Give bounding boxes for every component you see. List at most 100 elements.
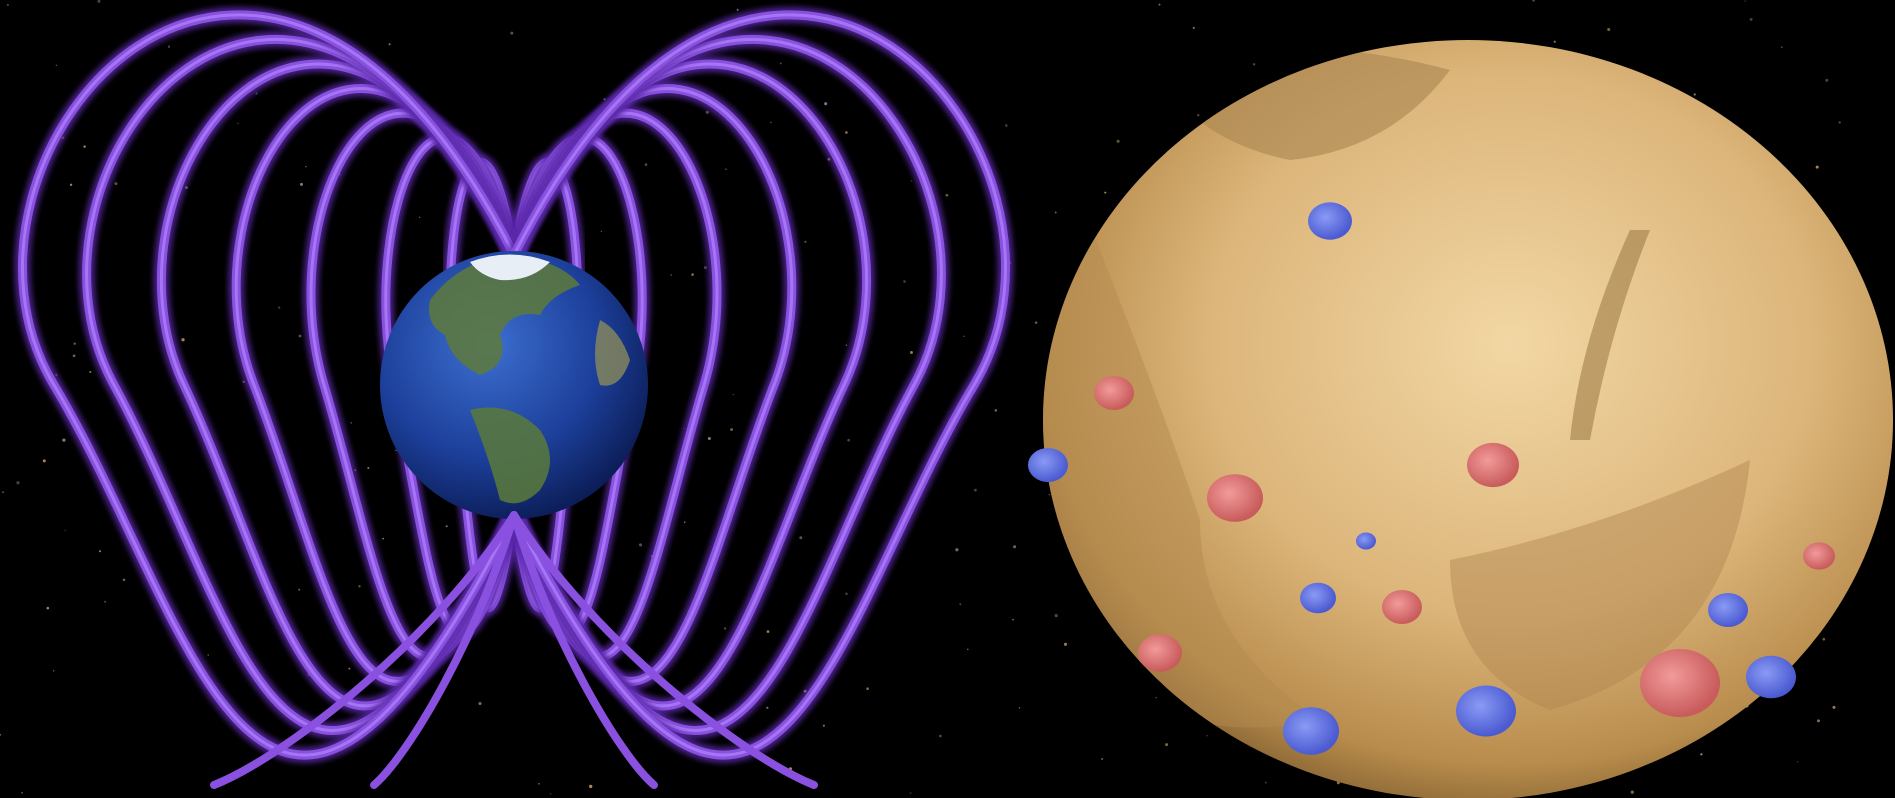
blue-anomaly bbox=[1300, 582, 1336, 614]
star bbox=[603, 98, 606, 101]
star bbox=[97, 0, 101, 3]
star bbox=[1101, 757, 1104, 760]
star bbox=[910, 351, 913, 354]
star bbox=[1744, 0, 1746, 2]
star bbox=[1116, 139, 1120, 143]
star bbox=[730, 428, 734, 431]
star bbox=[6, 3, 9, 6]
star bbox=[237, 122, 239, 125]
star bbox=[732, 393, 735, 396]
star bbox=[1034, 321, 1038, 324]
field-line-highlight bbox=[512, 87, 794, 683]
field-line-highlight bbox=[85, 38, 516, 733]
star bbox=[955, 548, 959, 552]
star bbox=[939, 734, 942, 738]
continent bbox=[595, 320, 630, 386]
field-line-highlight bbox=[159, 62, 516, 708]
star bbox=[766, 630, 770, 633]
star bbox=[1749, 17, 1753, 21]
field-line-highlight bbox=[512, 13, 1007, 757]
star bbox=[69, 183, 73, 186]
star bbox=[1532, 0, 1535, 2]
star bbox=[1553, 40, 1556, 43]
star bbox=[114, 182, 118, 186]
star bbox=[298, 588, 301, 591]
star bbox=[799, 536, 803, 540]
star bbox=[1005, 124, 1008, 127]
star bbox=[1018, 707, 1021, 709]
star bbox=[1700, 753, 1703, 756]
blue-anomaly bbox=[1746, 655, 1796, 699]
star bbox=[1165, 743, 1169, 747]
star bbox=[1206, 735, 1208, 737]
star bbox=[824, 102, 828, 106]
blue-anomaly bbox=[1708, 593, 1748, 627]
star bbox=[1054, 613, 1058, 618]
blue-anomaly bbox=[1283, 707, 1339, 755]
star bbox=[725, 168, 727, 170]
dark-region bbox=[1450, 460, 1750, 710]
star bbox=[305, 165, 307, 168]
star bbox=[73, 342, 76, 345]
star bbox=[388, 43, 391, 46]
star bbox=[72, 354, 76, 358]
red-anomaly bbox=[1640, 649, 1720, 717]
star bbox=[21, 791, 23, 794]
red-anomaly bbox=[1382, 590, 1422, 624]
star bbox=[1197, 114, 1200, 117]
star bbox=[644, 163, 648, 166]
star bbox=[994, 409, 998, 412]
star bbox=[181, 338, 185, 342]
star bbox=[638, 543, 643, 547]
blue-anomaly bbox=[1356, 532, 1376, 550]
star bbox=[963, 335, 966, 338]
magnetic-field-front bbox=[210, 511, 818, 789]
star bbox=[89, 370, 92, 374]
star bbox=[1155, 696, 1157, 699]
star bbox=[46, 606, 50, 610]
star bbox=[945, 193, 949, 197]
star bbox=[910, 180, 913, 182]
star bbox=[1838, 121, 1841, 124]
star bbox=[903, 280, 906, 283]
star bbox=[104, 600, 107, 603]
field-line bbox=[510, 511, 658, 789]
star bbox=[723, 627, 727, 630]
star bbox=[16, 481, 20, 485]
star bbox=[866, 687, 869, 690]
star bbox=[845, 344, 848, 346]
star bbox=[670, 274, 673, 276]
red-anomaly bbox=[1094, 376, 1134, 410]
star bbox=[510, 31, 514, 35]
star bbox=[1780, 46, 1783, 48]
star bbox=[736, 8, 739, 11]
star bbox=[967, 648, 969, 651]
blue-anomaly bbox=[1456, 685, 1516, 737]
star bbox=[382, 537, 385, 540]
star bbox=[1607, 27, 1611, 32]
star bbox=[55, 64, 58, 67]
red-anomaly bbox=[1467, 442, 1519, 488]
star bbox=[691, 273, 694, 276]
star bbox=[589, 784, 593, 789]
star bbox=[1825, 78, 1829, 82]
red-anomaly bbox=[1803, 542, 1835, 570]
star bbox=[1192, 26, 1195, 29]
star bbox=[683, 521, 686, 524]
star bbox=[779, 62, 782, 65]
star bbox=[1252, 63, 1256, 66]
star bbox=[707, 437, 711, 440]
star bbox=[122, 578, 126, 582]
star bbox=[64, 529, 66, 531]
field-line bbox=[510, 511, 818, 789]
mars-globe bbox=[1043, 40, 1893, 798]
field-line bbox=[210, 511, 518, 789]
star bbox=[804, 240, 807, 243]
star bbox=[600, 230, 603, 233]
star bbox=[1832, 705, 1836, 709]
blue-anomaly bbox=[1308, 202, 1352, 240]
continent bbox=[470, 407, 550, 504]
star bbox=[822, 724, 826, 727]
